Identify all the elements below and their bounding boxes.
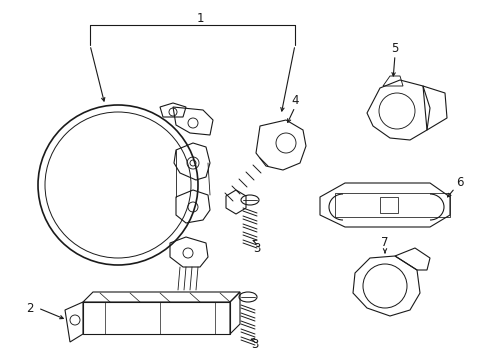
Bar [379,197,397,213]
Text: 3: 3 [251,338,258,351]
Bar [334,193,449,217]
Text: 4: 4 [291,94,298,107]
Text: 3: 3 [253,242,260,255]
Text: 5: 5 [390,41,398,54]
Text: 2: 2 [26,302,34,315]
Text: 6: 6 [455,176,463,189]
Text: 1: 1 [196,12,203,24]
Text: 7: 7 [381,235,388,248]
